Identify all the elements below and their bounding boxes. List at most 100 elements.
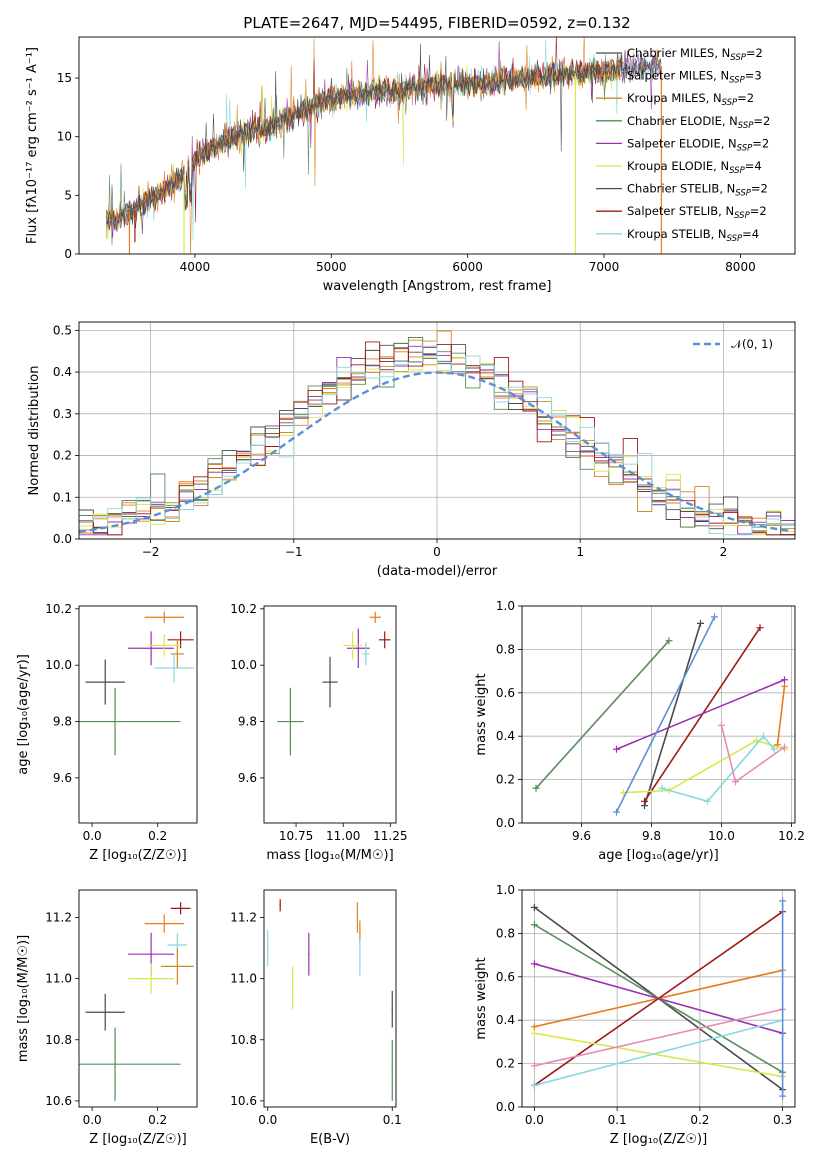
legend-label-sub: SSP — [730, 53, 746, 63]
x-tick-label: 9.8 — [642, 829, 661, 843]
errorbar-point — [114, 1063, 116, 1066]
plot-area — [79, 611, 194, 756]
weight-line-1 — [643, 623, 702, 806]
panel-frame — [78, 321, 796, 540]
legend-label-text: Chabrier STELIB, N — [627, 182, 735, 196]
histogram-step-8 — [79, 345, 795, 536]
panel-frame — [263, 605, 397, 824]
weight-marker — [704, 797, 711, 805]
weight-marker — [613, 808, 620, 816]
spectrum-title: PLATE=2647, MJD=54495, FIBERID=0592, z=0… — [243, 14, 630, 32]
residual-histogram-panel: −2 −1 0 1 2 0.0 0.1 0.2 0.3 0.4 0.5 (data-model)/er… — [27, 321, 796, 579]
x-tick-label: 1 — [576, 545, 584, 559]
x-tick-label: 0.0 — [83, 829, 102, 843]
x-tick-label: 0.2 — [148, 1113, 167, 1127]
errorbar-point — [114, 720, 116, 723]
weight-line-6 — [661, 734, 775, 803]
errorbar-point — [104, 1011, 107, 1014]
errorbar-point — [291, 987, 294, 989]
y-tick-label: 0.2 — [496, 1057, 515, 1071]
weight-marker — [697, 619, 704, 627]
y-tick-label: 1.0 — [496, 599, 515, 613]
weight-marker — [779, 897, 787, 905]
legend-label-suffix: =2 — [753, 114, 770, 128]
weight-vs-metallicity-panel: 0.0 0.1 0.2 0.3 0.0 0.2 0.4 0.6 0.8 1.0 Z [log₁₀(Z… — [474, 883, 796, 1147]
legend-label-5: Kroupa ELODIE, NSSP=4 — [627, 159, 762, 176]
legend-label-text: Chabrier MILES, N — [627, 46, 730, 60]
errorbar-point — [374, 616, 377, 619]
plot-area — [106, 37, 662, 254]
legend-label-sub: SSP — [737, 143, 753, 153]
legend-label-suffix: =2 — [752, 136, 769, 150]
weight-marker — [781, 743, 788, 751]
weight-marker — [530, 1029, 538, 1037]
weight-line-7 — [615, 616, 716, 813]
y-axis-label: mass [log₁₀(M/M☉)] — [16, 935, 31, 1062]
weight-marker — [532, 784, 540, 792]
y-tick-label: 11.0 — [45, 972, 72, 986]
legend-label-sub: SSP — [729, 76, 745, 86]
normal-reference-curve — [79, 371, 793, 533]
spectrum-line-chabrier-miles-n-ssp-2 — [106, 43, 662, 235]
errorbar-point — [163, 616, 166, 619]
panel-frame — [78, 36, 796, 255]
errorbar-point — [163, 644, 166, 647]
y-tick-label: 0.1 — [53, 490, 72, 504]
legend-label-sub: SSP — [727, 234, 743, 244]
legend-label-normal: 𝒩(0, 1) — [731, 337, 773, 351]
weight-marker — [779, 1092, 787, 1100]
x-tick-label: 0.0 — [525, 1113, 544, 1127]
x-axis-label: wavelength [Angstrom, rest frame] — [323, 279, 552, 294]
errorbar-point — [391, 1069, 394, 1072]
weight-marker — [530, 1023, 538, 1031]
weight-line-5 — [534, 1032, 783, 1078]
errorbar-point — [150, 977, 152, 980]
legend-label-text: Kroupa STELIB, N — [627, 227, 727, 241]
panel-frame — [521, 605, 796, 824]
y-tick-label: 10.8 — [45, 1033, 72, 1047]
legend-label-sub: SSP — [738, 121, 754, 131]
errorbar-point — [351, 644, 354, 647]
y-tick-label: 10.8 — [230, 1033, 257, 1047]
y-tick-label: 0.5 — [53, 323, 72, 337]
errorbar-point — [308, 953, 310, 955]
legend-label-6: Chabrier STELIB, NSSP=2 — [627, 182, 768, 199]
x-tick-label: 0.1 — [608, 1113, 627, 1127]
plot-area — [530, 897, 787, 1100]
errorbar-point — [365, 653, 367, 655]
x-axis-label: Z [log₁₀(Z/Z☉)] — [610, 1132, 707, 1147]
legend-label-2: Kroupa MILES, NSSP=2 — [627, 91, 754, 108]
x-axis-label: Z [log₁₀(Z/Z☉)] — [89, 1132, 186, 1147]
errorbar-point — [176, 944, 179, 946]
y-tick-label: 9.8 — [53, 715, 72, 729]
legend-label-1: Salpeter MILES, NSSP=3 — [627, 69, 762, 86]
y-tick-label: 10 — [57, 130, 72, 144]
errorbar-point — [391, 1008, 394, 1010]
x-tick-label: 4000 — [180, 260, 211, 274]
y-tick-label: 0.6 — [496, 686, 515, 700]
legend-label-text: Chabrier ELODIE, N — [627, 114, 738, 128]
weight-marker — [760, 732, 767, 740]
legend-label-suffix: =3 — [745, 69, 762, 83]
y-tick-label: 0.4 — [53, 365, 72, 379]
weight-marker — [756, 624, 764, 632]
x-axis-label: E(B-V) — [310, 1132, 350, 1147]
x-tick-label: 10.75 — [279, 829, 313, 843]
y-tick-label: 9.6 — [238, 771, 257, 785]
legend-label-4: Salpeter ELODIE, NSSP=2 — [627, 136, 769, 153]
age-vs-metallicity-panel: 0.0 0.2 9.6 9.8 10.0 10.2 Z [log₁₀(Z/Z☉)] age [… — [16, 602, 198, 863]
weight-marker — [530, 1081, 538, 1089]
weight-marker — [781, 676, 788, 684]
legend-label-suffix: =2 — [751, 182, 768, 196]
errorbar-point — [173, 667, 175, 669]
x-tick-label: −1 — [285, 545, 303, 559]
weight-vs-age-panel: 9.6 9.8 10.0 10.2 0.0 0.2 0.4 0.6 0.8 1.0 age [log… — [474, 599, 805, 863]
y-tick-label: 0.8 — [496, 926, 515, 940]
plot-area — [532, 613, 788, 816]
x-axis-label: (data-model)/error — [377, 564, 498, 579]
y-tick-label: 0.0 — [496, 816, 515, 830]
weight-marker — [613, 745, 620, 753]
x-tick-label: 11.00 — [326, 829, 360, 843]
y-tick-label: 15 — [57, 71, 72, 85]
